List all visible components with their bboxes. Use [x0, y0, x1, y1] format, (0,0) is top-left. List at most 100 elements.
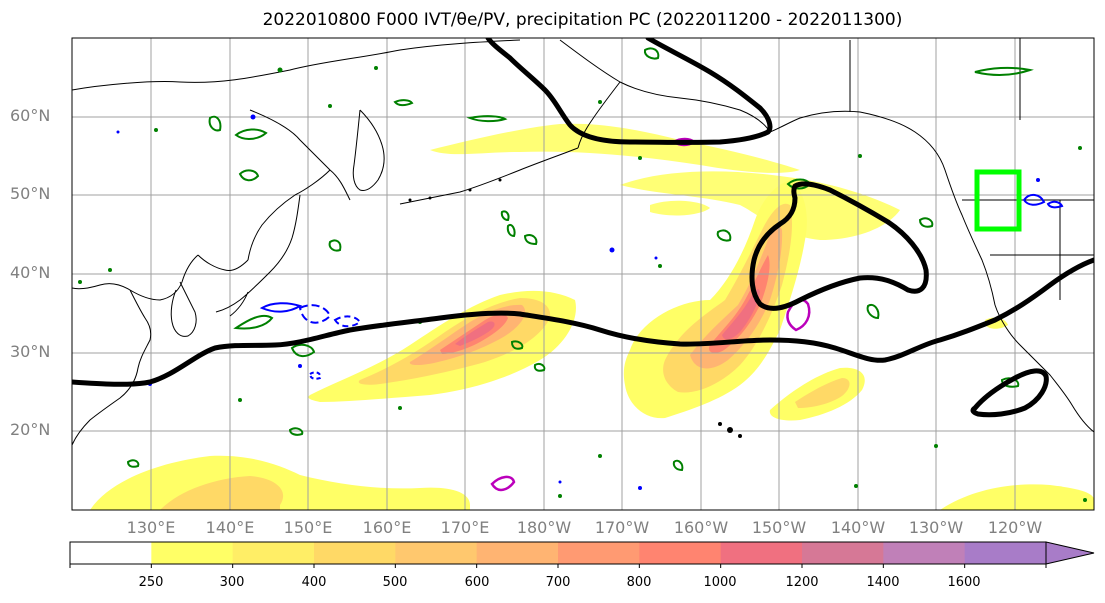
colorbar-label: 300	[219, 575, 245, 590]
black-contour-north	[485, 38, 773, 145]
colorbar-label: 1400	[866, 575, 900, 590]
green-contour	[288, 427, 304, 436]
green-dot	[858, 154, 862, 158]
green-dot	[658, 264, 662, 268]
colorbar-label: 250	[138, 575, 164, 590]
island	[718, 422, 722, 426]
shade-small-mid	[650, 200, 710, 216]
lon-label-170e: 170°E	[440, 518, 490, 537]
colorbar-label: 1600	[947, 575, 981, 590]
lat-label-50n: 50°N	[10, 184, 51, 203]
lon-label-140e: 140°E	[205, 518, 255, 537]
blue-dot	[250, 114, 256, 120]
blue-contour	[298, 304, 332, 324]
magenta-contour	[490, 475, 516, 492]
lon-label-120w: 120°W	[987, 518, 1043, 537]
blue-dot	[558, 480, 562, 484]
island	[738, 434, 742, 438]
green-contour	[918, 217, 934, 228]
island	[727, 427, 733, 433]
colorbar-segment	[151, 542, 234, 564]
shade-south-band-l2	[160, 476, 284, 510]
colorbar-segment	[476, 542, 559, 564]
green-contour	[328, 239, 342, 252]
lon-label-160e: 160°E	[362, 518, 412, 537]
green-contour	[466, 115, 508, 123]
green-dot	[1083, 498, 1087, 502]
lon-label-170w: 170°W	[594, 518, 650, 537]
colorbar-segment	[883, 542, 966, 564]
green-contour	[238, 169, 260, 182]
blue-dot	[609, 247, 615, 253]
green-dot	[854, 484, 858, 488]
green-dot	[328, 104, 332, 108]
black-contours	[72, 38, 1094, 418]
gridlines	[72, 38, 1094, 510]
colorbar-segment	[964, 542, 1047, 564]
colorbar-label: 700	[545, 575, 571, 590]
colorbar-segment	[558, 542, 640, 564]
colorbar-segment	[70, 542, 152, 564]
colorbar-label: 1000	[703, 575, 737, 590]
lat-label-40n: 40°N	[10, 263, 51, 282]
coastline-namerica	[994, 304, 1094, 433]
map-area	[72, 38, 1094, 510]
colorbar-label: 400	[301, 575, 327, 590]
blue-dots	[116, 114, 1040, 490]
green-dot	[638, 156, 642, 160]
green-contour	[974, 66, 1034, 77]
green-dot	[558, 494, 562, 498]
green-contour	[643, 47, 660, 60]
lon-label-160w: 160°W	[673, 518, 729, 537]
green-contour	[533, 362, 546, 372]
green-contour	[716, 229, 732, 242]
border-canada-us	[849, 38, 1094, 300]
green-contour	[506, 224, 516, 238]
blue-contour	[1022, 194, 1046, 206]
blue-dot	[638, 486, 642, 490]
colorbar-label: 600	[464, 575, 490, 590]
green-contour	[523, 234, 538, 246]
green-dot	[277, 67, 283, 73]
shade-east-band-l2	[795, 378, 850, 408]
green-contour	[208, 115, 222, 132]
blue-dot	[298, 364, 302, 368]
green-contours	[126, 47, 1034, 472]
lon-label-130e: 130°E	[126, 518, 176, 537]
green-dot	[374, 66, 378, 70]
colorbar-segment	[720, 542, 803, 564]
colorbar-extend-arrow	[1045, 541, 1095, 565]
black-contour-main	[72, 257, 1094, 387]
island-dots	[408, 178, 742, 438]
blue-dot	[654, 256, 658, 260]
green-dot	[238, 398, 242, 402]
lon-label-130w: 130°W	[908, 518, 964, 537]
island	[498, 178, 502, 182]
lon-label-140w: 140°W	[830, 518, 886, 537]
green-contour	[510, 340, 524, 350]
colorbar-segment	[639, 542, 722, 564]
blue-dot	[1036, 178, 1040, 182]
colorbar-segments	[70, 542, 1047, 564]
island	[428, 196, 432, 200]
green-dot	[598, 100, 602, 104]
colorbar	[69, 541, 1095, 568]
lon-label-180w: 180°W	[516, 518, 572, 537]
shade-north-band	[430, 123, 800, 173]
island	[468, 188, 472, 192]
colorbar-ticks	[69, 564, 1047, 568]
shade-central-l3	[690, 225, 783, 369]
map-border	[71, 37, 1095, 511]
green-dot	[934, 444, 938, 448]
green-dot	[398, 406, 402, 410]
title-text: 2022010800 F000 IVT/θe/PV, precipitation…	[262, 10, 903, 30]
green-dot	[598, 454, 602, 458]
lat-label-30n: 30°N	[10, 342, 51, 361]
green-contour	[126, 459, 140, 468]
blue-contour	[1046, 200, 1064, 209]
blue-contour	[259, 302, 303, 313]
region-box	[974, 169, 1022, 232]
coastline-kamchatka	[352, 109, 385, 191]
coastline-alaska	[559, 39, 996, 306]
lat-label-20n: 20°N	[10, 420, 51, 439]
